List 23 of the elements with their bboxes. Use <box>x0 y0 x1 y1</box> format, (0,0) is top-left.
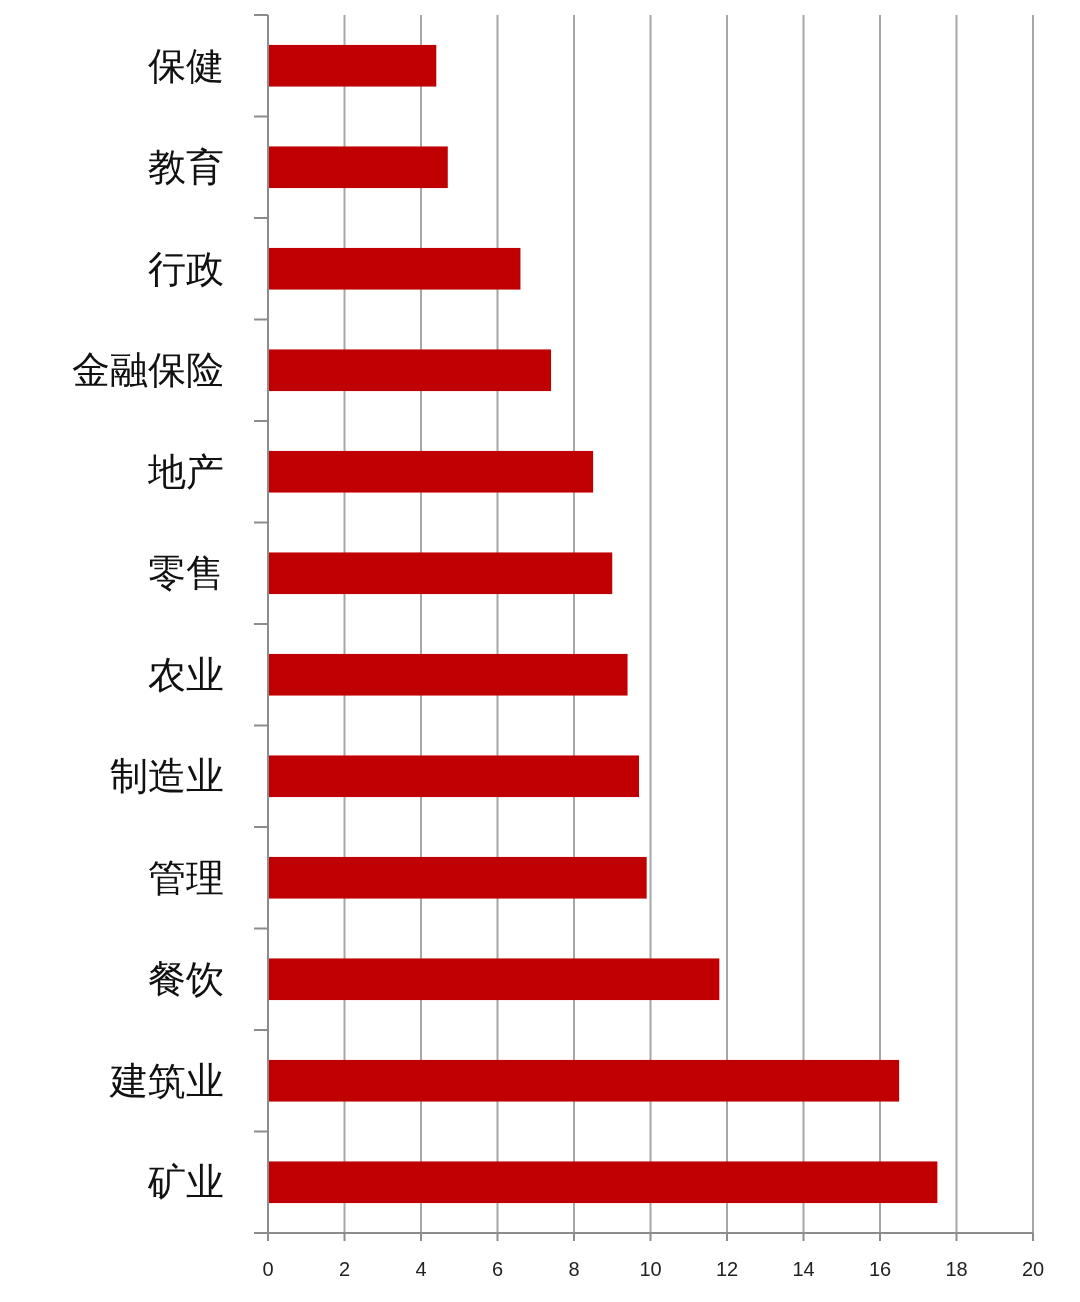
y-tick-label: 行政 <box>148 247 224 290</box>
x-tick-label: 10 <box>639 1258 662 1280</box>
x-tick-label: 14 <box>792 1258 815 1280</box>
y-tick-label: 餐饮 <box>148 958 224 1001</box>
x-tick-label: 6 <box>491 1258 504 1280</box>
y-tick-label: 教育 <box>148 146 224 189</box>
y-tick-label: 金融保险 <box>72 349 224 392</box>
y-tick-label: 零售 <box>148 552 224 595</box>
y-tick-label: 矿业 <box>147 1161 224 1204</box>
x-tick-label: 16 <box>868 1258 892 1280</box>
y-tick-label: 管理 <box>148 856 224 899</box>
y-tick-label: 保健 <box>148 44 224 87</box>
x-tick-label: 4 <box>415 1258 427 1280</box>
x-tick-label: 2 <box>338 1258 351 1280</box>
y-tick-label: 建筑业 <box>109 1059 224 1102</box>
y-tick-label: 地产 <box>147 450 224 493</box>
x-tick-label: 12 <box>715 1258 739 1280</box>
y-tick-label: 制造业 <box>110 755 224 798</box>
x-tick-label: 0 <box>262 1258 274 1280</box>
y-tick-label: 农业 <box>148 653 224 696</box>
x-tick-label: 8 <box>568 1258 580 1280</box>
x-tick-label: 20 <box>1021 1258 1045 1280</box>
x-tick-label: 18 <box>945 1258 968 1280</box>
